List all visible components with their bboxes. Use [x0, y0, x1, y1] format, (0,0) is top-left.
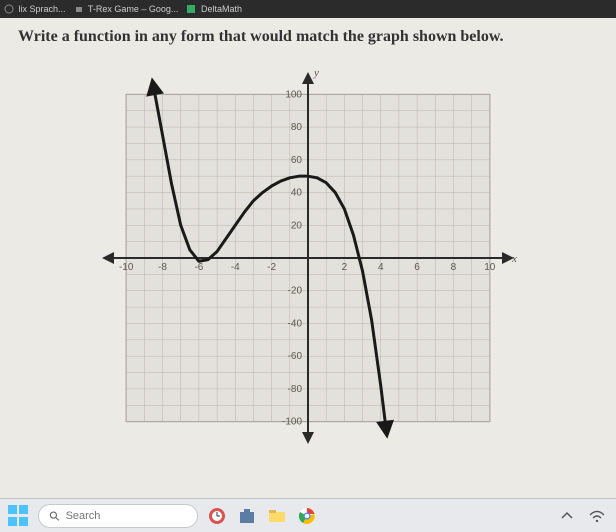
svg-text:80: 80 [291, 122, 303, 133]
svg-text:40: 40 [291, 188, 303, 199]
svg-text:6: 6 [414, 262, 420, 273]
browser-tab-strip: lix Sprach... T-Rex Game – Goog... Delta… [0, 0, 616, 18]
page-content: Write a function in any form that would … [0, 18, 616, 498]
windows-taskbar [0, 498, 616, 532]
svg-text:-8: -8 [158, 262, 167, 273]
file-explorer-icon[interactable] [266, 505, 288, 527]
svg-text:y: y [313, 67, 319, 79]
dino-icon [74, 4, 84, 14]
svg-text:10: 10 [484, 262, 496, 273]
chevron-up-icon[interactable] [556, 505, 578, 527]
start-button[interactable] [8, 505, 30, 527]
svg-text:-100: -100 [282, 417, 302, 428]
wifi-icon[interactable] [586, 505, 608, 527]
clock-app-icon[interactable] [206, 505, 228, 527]
taskbar-search[interactable] [38, 504, 198, 528]
chrome-icon[interactable] [296, 505, 318, 527]
svg-text:-2: -2 [267, 262, 276, 273]
svg-text:-40: -40 [288, 318, 303, 329]
svg-text:2: 2 [342, 262, 348, 273]
search-icon [49, 510, 60, 522]
function-graph: -10 -8 -6 -4 -2 2 4 6 8 10 -100 -80 -60 -40 -20 20 40 60 8… [88, 58, 528, 458]
svg-text:-20: -20 [288, 286, 303, 297]
svg-text:8: 8 [451, 262, 457, 273]
svg-text:-80: -80 [288, 384, 303, 395]
tab-trex[interactable]: T-Rex Game – Goog... [74, 4, 179, 15]
svg-text:60: 60 [291, 155, 303, 166]
svg-text:-6: -6 [194, 262, 203, 273]
svg-text:20: 20 [291, 220, 303, 231]
question-prompt: Write a function in any form that would … [18, 28, 598, 46]
store-icon[interactable] [236, 505, 258, 527]
svg-text:-10: -10 [119, 262, 134, 273]
tab-deltamath[interactable]: DeltaMath [186, 4, 242, 15]
svg-text:100: 100 [285, 89, 302, 100]
delta-icon [186, 4, 196, 14]
tab-label: DeltaMath [201, 4, 242, 14]
tab-sprach[interactable]: lix Sprach... [4, 4, 66, 15]
tab-label: T-Rex Game – Goog... [88, 4, 179, 14]
svg-text:-60: -60 [288, 351, 303, 362]
globe-icon [4, 4, 14, 14]
svg-text:x: x [511, 253, 517, 265]
search-input[interactable] [66, 510, 187, 522]
chart-container: -10 -8 -6 -4 -2 2 4 6 8 10 -100 -80 -60 -40 -20 20 40 60 8… [88, 58, 528, 458]
svg-text:-4: -4 [231, 262, 240, 273]
svg-text:4: 4 [378, 262, 384, 273]
tab-label: lix Sprach... [19, 4, 66, 14]
